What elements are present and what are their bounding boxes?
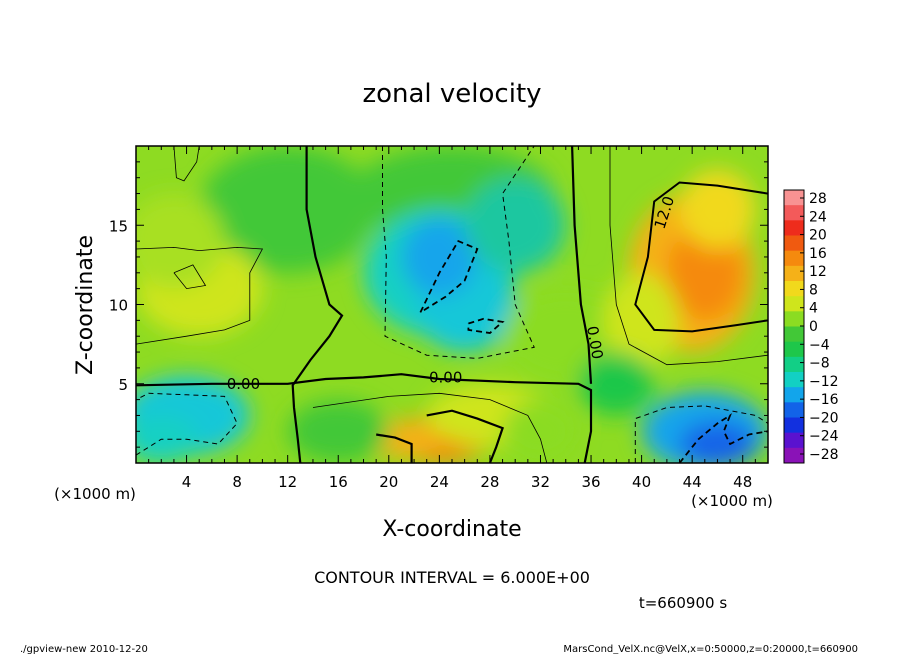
x-tick-label: 28 xyxy=(480,473,499,491)
contour-line xyxy=(426,409,504,463)
colorbar-swatch xyxy=(784,447,804,464)
contour-line xyxy=(291,146,344,463)
y-tick-label: 15 xyxy=(109,217,128,235)
y-axis-ticks: 5 10 15 xyxy=(109,161,768,448)
contour-label: 0.00 xyxy=(227,375,260,393)
colorbar-label: −4 xyxy=(809,337,830,353)
colorbar-swatch xyxy=(784,250,804,267)
contour-line xyxy=(136,392,238,456)
y-tick-label: 10 xyxy=(109,297,128,315)
colorbar-swatch xyxy=(784,205,804,221)
footer-left: ./gpview-new 2010-12-20 xyxy=(20,644,148,654)
field-region xyxy=(679,421,756,463)
colorbar-label: 12 xyxy=(809,264,827,280)
colorbar-label: −28 xyxy=(809,447,839,463)
colorbar-label: 20 xyxy=(809,228,827,244)
field-region xyxy=(679,169,756,250)
x-tick-label: 16 xyxy=(329,473,348,491)
colorbar-label: 28 xyxy=(809,191,827,207)
colorbar-label: −16 xyxy=(809,392,839,408)
contour-line xyxy=(312,392,548,463)
field-region xyxy=(502,399,579,463)
contour-line xyxy=(571,146,593,384)
colorbar-swatch xyxy=(784,402,804,418)
colorbar-label: 16 xyxy=(809,246,827,262)
x-axis-label: X-coordinate xyxy=(382,517,521,542)
colorbar-swatch xyxy=(784,296,804,312)
contour-line xyxy=(173,146,200,182)
colorbar-swatch xyxy=(784,356,804,373)
contour-line xyxy=(136,246,264,345)
colorbar: 28 24 20 16 12 8 4 0 −4 −8 −12 −16 −20 −24 −28 xyxy=(783,189,839,464)
colorbar-swatch xyxy=(784,235,804,252)
contour-line xyxy=(376,433,413,463)
y-axis-label: Z-coordinate xyxy=(73,235,98,375)
contour-line xyxy=(678,413,768,463)
colorbar-swatch xyxy=(784,220,804,236)
contour-line xyxy=(173,264,207,290)
colorbar-swatch xyxy=(784,311,804,327)
colorbar-label: −8 xyxy=(809,356,830,372)
field-region xyxy=(136,193,225,289)
colorbar-swatch xyxy=(784,265,804,282)
x-tick-label: 12 xyxy=(278,473,297,491)
colorbar-swatch xyxy=(784,326,804,343)
x-tick-label: 40 xyxy=(632,473,651,491)
colorbar-label: 24 xyxy=(809,209,827,225)
x-unit-label-left: (×1000 m) xyxy=(54,485,136,503)
contour-line xyxy=(467,317,505,334)
chart-title: zonal velocity xyxy=(362,79,541,109)
x-axis-ticks: 4 8 12 16 20 24 28 32 36 40 44 48 xyxy=(148,146,756,491)
colorbar-label: −24 xyxy=(809,429,839,445)
contour-line xyxy=(136,373,593,463)
colorbar-swatch xyxy=(784,341,804,358)
colorbar-label: −20 xyxy=(809,410,839,426)
field-region xyxy=(578,352,655,416)
x-tick-label: 8 xyxy=(232,473,242,491)
x-tick-label: 44 xyxy=(683,473,702,491)
x-tick-label: 20 xyxy=(379,473,398,491)
colorbar-swatch xyxy=(784,190,804,206)
contour-line xyxy=(634,405,768,463)
contour-line xyxy=(609,146,768,366)
x-tick-label: 36 xyxy=(581,473,600,491)
contour-line xyxy=(419,239,479,314)
colorbar-label: 8 xyxy=(809,282,818,298)
colorbar-swatch xyxy=(784,281,804,297)
contour-label: 0.00 xyxy=(583,325,607,361)
contour-line xyxy=(634,181,768,333)
field-region xyxy=(287,399,389,463)
y-tick-label: 5 xyxy=(118,376,128,394)
colorbar-label: −12 xyxy=(809,374,839,390)
colorbar-label: 4 xyxy=(809,301,818,317)
colorbar-swatch xyxy=(784,417,804,434)
contour-interval-text: CONTOUR INTERVAL = 6.000E+00 xyxy=(314,568,590,587)
x-tick-label: 4 xyxy=(182,473,192,491)
x-tick-label: 48 xyxy=(733,473,752,491)
field-region xyxy=(401,217,478,297)
x-tick-label: 24 xyxy=(430,473,449,491)
field-region xyxy=(603,272,680,368)
field-region xyxy=(464,177,566,273)
contour-line xyxy=(382,146,535,359)
time-label: t=660900 s xyxy=(639,594,727,612)
footer-right: MarsCond_VelX.nc@VelX,x=0:50000,z=0:2000… xyxy=(563,644,858,654)
colorbar-swatch xyxy=(784,387,804,403)
colorbar-swatch xyxy=(784,372,804,388)
x-unit-label-right: (×1000 m) xyxy=(691,492,773,510)
colorbar-swatch xyxy=(784,432,804,449)
x-tick-label: 32 xyxy=(531,473,550,491)
field-region xyxy=(666,225,743,321)
field-region xyxy=(199,146,377,273)
contour-label: 0.00 xyxy=(429,368,462,386)
colorbar-label: 0 xyxy=(809,319,818,335)
